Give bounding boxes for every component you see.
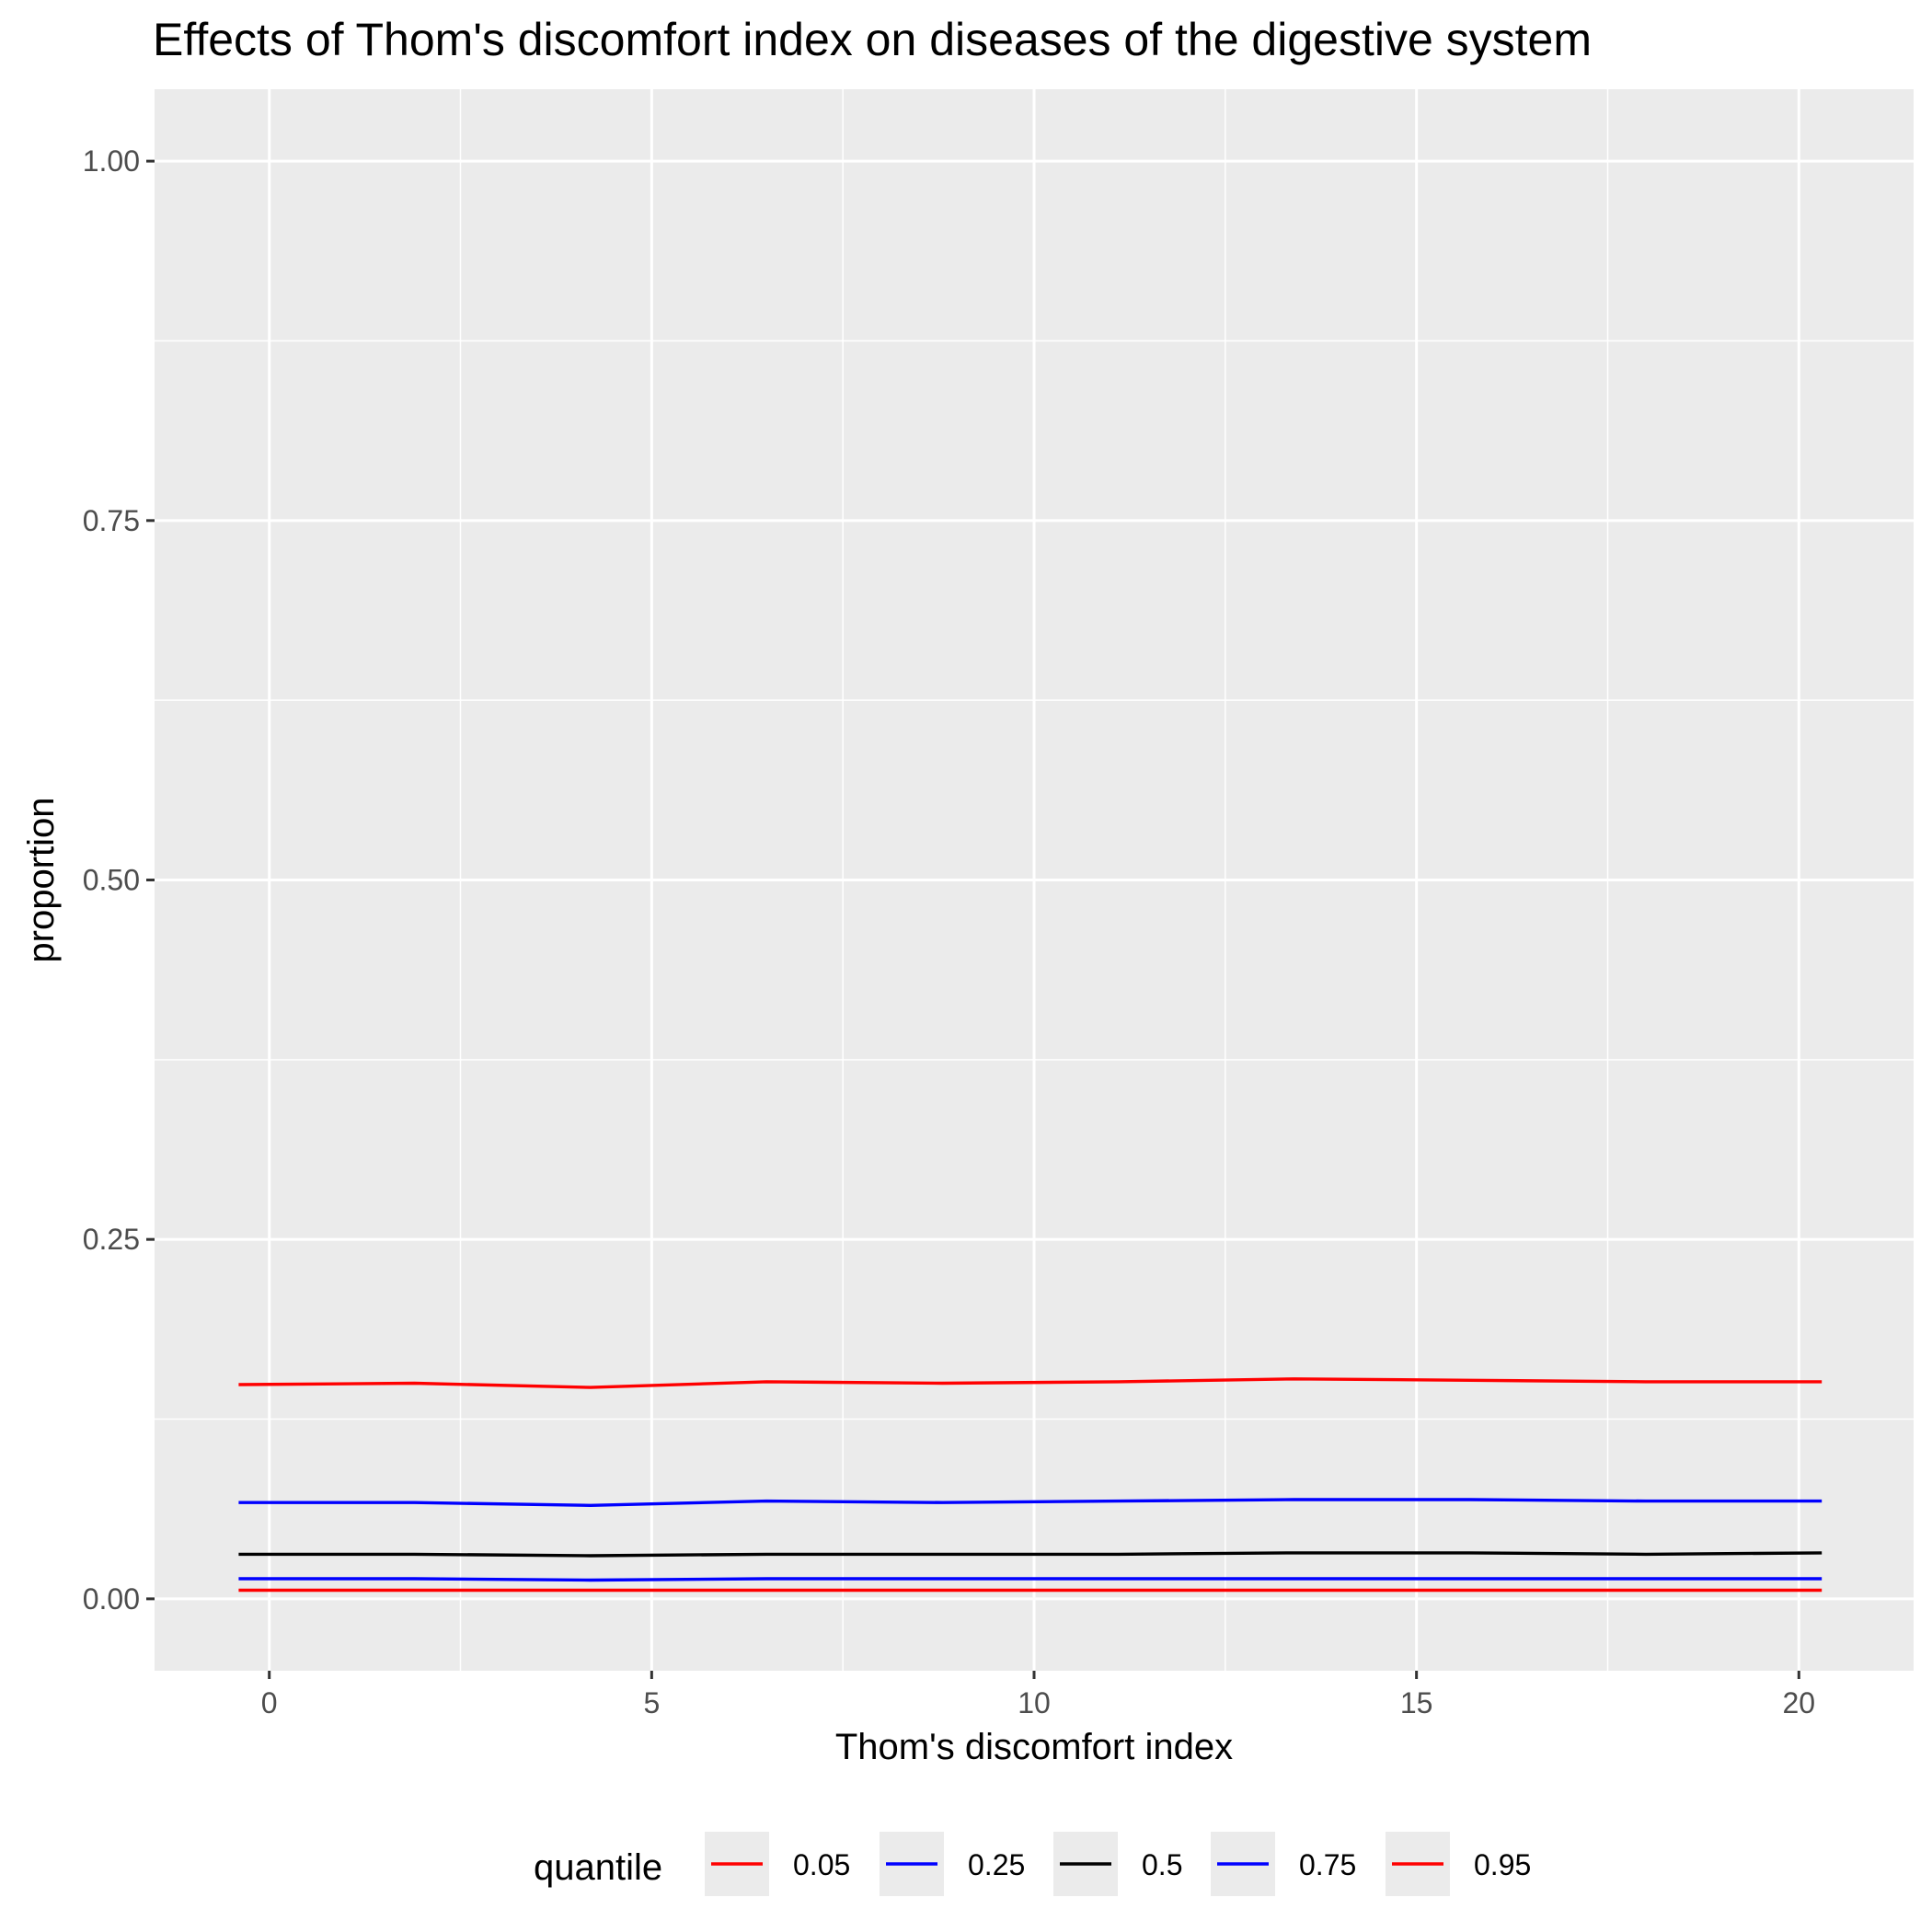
y-axis-title: proportion <box>21 797 62 962</box>
grid-major <box>155 89 1914 1671</box>
x-axis: 0 5 10 15 20 <box>261 1671 1815 1719</box>
x-tick-label: 15 <box>1400 1686 1433 1719</box>
x-tick-label: 5 <box>643 1686 660 1719</box>
series-line-1 <box>238 1577 1823 1582</box>
series-line-3 <box>238 1498 1823 1507</box>
y-tick-label: 1.00 <box>83 144 140 178</box>
x-tick-label: 20 <box>1783 1686 1816 1719</box>
legend-title: quantile <box>534 1847 662 1888</box>
legend: quantile 0.05 0.25 0.5 0.75 0.95 <box>534 1832 1531 1896</box>
legend-label-4: 0.95 <box>1474 1848 1531 1881</box>
series-line-2 <box>238 1551 1823 1558</box>
y-tick-label: 0.50 <box>83 864 140 897</box>
series-line-4 <box>238 1377 1823 1389</box>
legend-label-0: 0.05 <box>793 1848 850 1881</box>
x-tick-label: 10 <box>1018 1686 1051 1719</box>
chart-title: Effects of Thom's discomfort index on di… <box>153 14 1592 65</box>
y-tick-label: 0.75 <box>83 504 140 537</box>
legend-label-2: 0.5 <box>1142 1848 1182 1881</box>
x-tick-label: 0 <box>261 1686 278 1719</box>
x-axis-title: Thom's discomfort index <box>835 1727 1233 1767</box>
y-axis: 0.00 0.25 0.50 0.75 1.00 <box>83 144 155 1616</box>
legend-label-3: 0.75 <box>1299 1848 1356 1881</box>
series-layer <box>238 1377 1823 1593</box>
y-tick-label: 0.00 <box>83 1582 140 1616</box>
y-tick-label: 0.25 <box>83 1223 140 1256</box>
legend-label-1: 0.25 <box>968 1848 1025 1881</box>
